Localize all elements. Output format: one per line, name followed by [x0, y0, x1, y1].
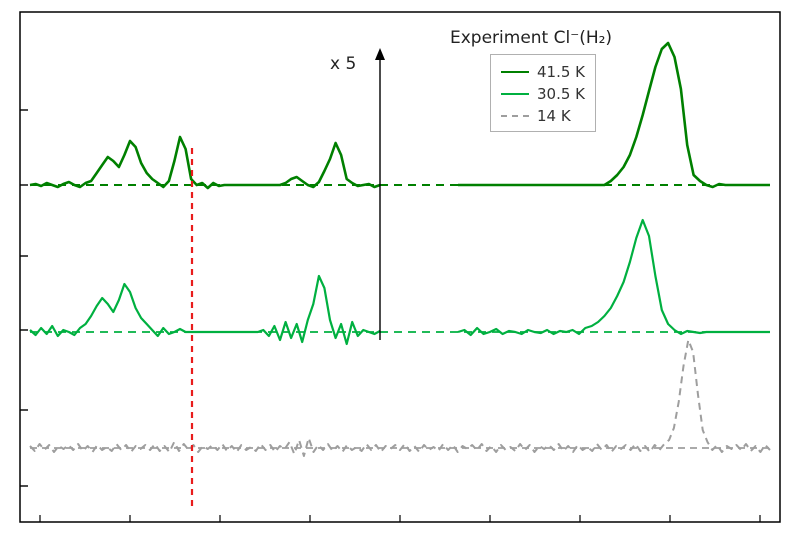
scale-label: x 5: [330, 54, 356, 74]
legend-swatch: [501, 93, 529, 95]
legend-label: 41.5 K: [537, 63, 585, 81]
legend-swatch: [501, 71, 529, 73]
chart-title: Experiment Cl⁻(H₂): [450, 28, 612, 48]
legend-item: 30.5 K: [501, 83, 585, 105]
legend: 41.5 K 30.5 K 14 K: [490, 54, 596, 132]
legend-label: 14 K: [537, 107, 571, 125]
chart-container: Experiment Cl⁻(H₂) x 5 41.5 K 30.5 K 14 K: [0, 0, 800, 536]
legend-swatch: [501, 115, 529, 117]
chart-svg: [0, 0, 800, 536]
legend-item: 14 K: [501, 105, 585, 127]
legend-label: 30.5 K: [537, 85, 585, 103]
legend-item: 41.5 K: [501, 61, 585, 83]
